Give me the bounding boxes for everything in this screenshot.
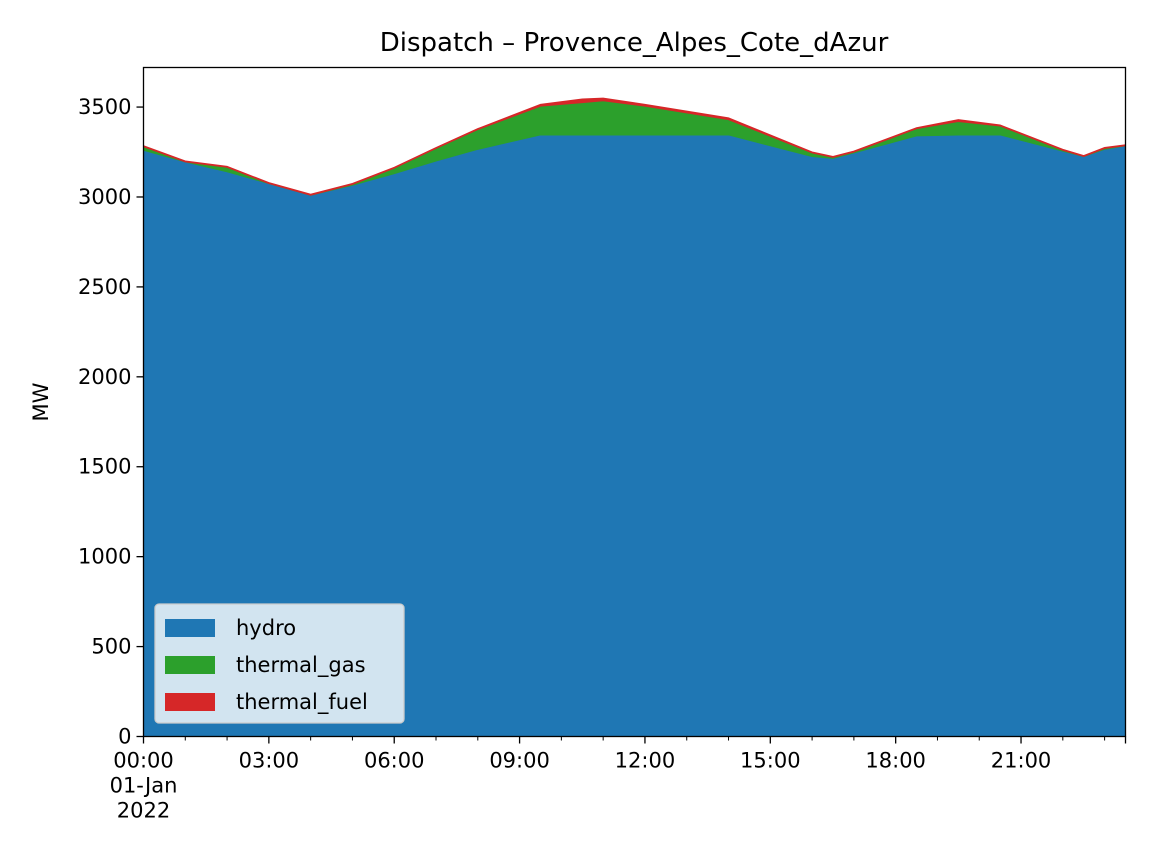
- legend-label-thermal-fuel: thermal_fuel: [236, 690, 368, 715]
- x-tick-label: 01-Jan: [110, 774, 178, 798]
- y-tick-label: 1000: [78, 545, 131, 569]
- chart-title: Dispatch – Provence_Alpes_Cote_dAzur: [380, 28, 889, 58]
- y-axis-label: MW: [29, 382, 53, 421]
- x-tick-label: 06:00: [364, 749, 425, 773]
- y-tick-label: 2500: [78, 275, 131, 299]
- y-axis: 0 500 1000 1500 2000 2500 3000 3500: [78, 95, 144, 749]
- legend-box: [154, 603, 405, 724]
- x-tick-label: 00:00: [113, 749, 174, 773]
- x-tick-label: 09:00: [489, 749, 550, 773]
- x-tick-label: 18:00: [865, 749, 926, 773]
- x-tick-label: 21:00: [991, 749, 1052, 773]
- x-tick-label: 03:00: [239, 749, 300, 773]
- y-tick-label: 2000: [78, 365, 131, 389]
- y-tick-label: 3000: [78, 185, 131, 209]
- y-tick-label: 1500: [78, 455, 131, 479]
- y-tick-label: 0: [118, 725, 131, 749]
- legend-label-thermal-gas: thermal_gas: [236, 653, 366, 678]
- legend-label-hydro: hydro: [236, 616, 296, 640]
- legend-swatch-hydro: [165, 619, 215, 637]
- y-tick-label: 500: [91, 635, 131, 659]
- legend-swatch-thermal-gas: [165, 656, 215, 674]
- legend: hydro thermal_gas thermal_fuel: [154, 603, 405, 724]
- plot-frame: [142, 66, 1127, 738]
- legend-swatch-thermal-fuel: [165, 693, 215, 711]
- x-tick-label: 15:00: [740, 749, 801, 773]
- x-tick-label: 2022: [117, 799, 170, 823]
- x-tick-label: 12:00: [615, 749, 676, 773]
- y-tick-label: 3500: [78, 95, 131, 119]
